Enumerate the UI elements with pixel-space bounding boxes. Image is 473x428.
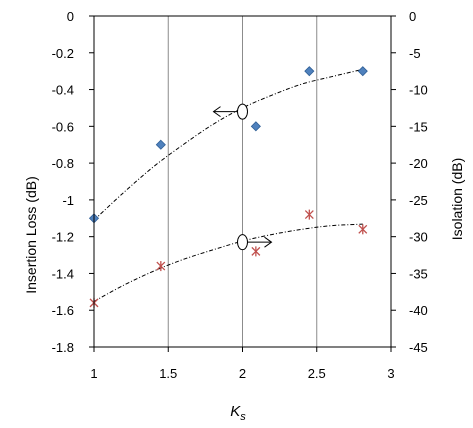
annotations bbox=[212, 103, 273, 251]
trendline-series-1 bbox=[93, 68, 363, 221]
y-tick-label: 0 bbox=[67, 9, 74, 24]
y2-tick-label: -20 bbox=[409, 156, 428, 171]
x-tick-label: 1 bbox=[90, 366, 97, 381]
y-tick-label: -1.8 bbox=[52, 340, 74, 355]
tick-marks bbox=[89, 15, 396, 352]
data-point-diamond bbox=[155, 139, 166, 150]
y2-axis-title: Isolation (dB) bbox=[449, 158, 465, 240]
y2-tick-label: 0 bbox=[409, 9, 416, 24]
y-tick-label: -1.2 bbox=[52, 230, 74, 245]
axis-pointer-left bbox=[212, 103, 248, 120]
trendline-series-2 bbox=[93, 223, 363, 302]
axis-pointer-right bbox=[237, 234, 273, 251]
data-point-star bbox=[358, 224, 368, 235]
y2-tick-label: -5 bbox=[409, 46, 421, 61]
x-tick-label: 3 bbox=[387, 366, 394, 381]
x-axis-title-subscript: s bbox=[240, 411, 246, 423]
tick-labels: 1 1.5 2 2.5 3 0 -0.2 -0.4 -0.6 -0.8 -1 -1.2 -1.4 -1.6… bbox=[52, 9, 428, 381]
y-tick-label: -0.8 bbox=[52, 156, 74, 171]
x-axis-title-main: K bbox=[230, 403, 241, 420]
y-tick-label: -1.6 bbox=[52, 303, 74, 318]
y2-tick-label: -10 bbox=[409, 83, 428, 98]
data-point-star bbox=[156, 261, 166, 272]
data-point-diamond bbox=[357, 66, 368, 77]
y-tick-label: -1.4 bbox=[52, 266, 74, 281]
data-point-star bbox=[304, 209, 314, 220]
y2-tick-label: -40 bbox=[409, 303, 428, 318]
y2-tick-label: -30 bbox=[409, 230, 428, 245]
trend-lines bbox=[93, 68, 363, 302]
y-tick-label: -1 bbox=[62, 193, 74, 208]
y-tick-label: -0.6 bbox=[52, 119, 74, 134]
data-point-diamond bbox=[304, 66, 315, 77]
y-tick-label: -0.2 bbox=[52, 46, 74, 61]
y2-tick-label: -15 bbox=[409, 119, 428, 134]
pointer-ellipse bbox=[237, 234, 248, 251]
y2-tick-label: -45 bbox=[409, 340, 428, 355]
x-tick-label: 1.5 bbox=[159, 366, 177, 381]
x-tick-label: 2.5 bbox=[308, 366, 326, 381]
data-point-star bbox=[251, 246, 261, 257]
data-point-diamond bbox=[250, 121, 261, 132]
y2-tick-label: -35 bbox=[409, 266, 428, 281]
pointer-ellipse bbox=[237, 103, 248, 120]
pointer-arrow-head bbox=[264, 236, 273, 248]
x-axis-title: Ks bbox=[230, 403, 246, 423]
pointer-arrow-head bbox=[212, 106, 221, 118]
y2-tick-label: -25 bbox=[409, 193, 428, 208]
y-axis-title: Insertion Loss (dB) bbox=[23, 176, 39, 294]
x-tick-label: 2 bbox=[239, 366, 246, 381]
grid-lines bbox=[167, 16, 318, 347]
data-points bbox=[88, 66, 368, 308]
y-tick-label: -0.4 bbox=[52, 83, 74, 98]
